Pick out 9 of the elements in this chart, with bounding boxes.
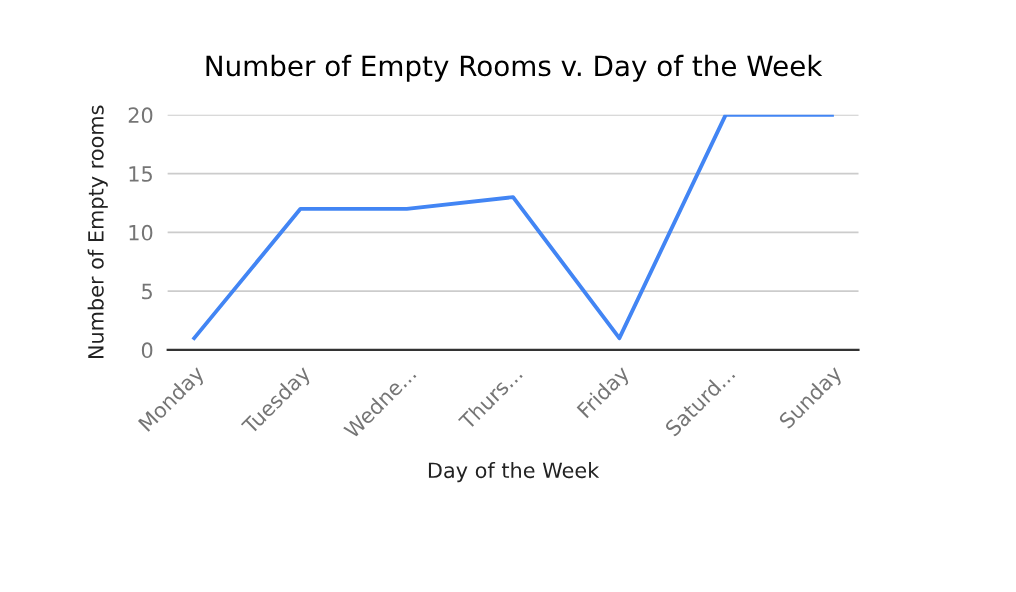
line-series — [192, 114, 834, 341]
y-axis-title: Number of Empty rooms — [87, 105, 108, 359]
y-tick-label: 0 — [141, 342, 153, 359]
y-tick-label: 5 — [142, 283, 152, 300]
y-tick-label: 10 — [129, 224, 153, 241]
x-axis-title: Day of the Week — [428, 462, 600, 483]
y-tick-label: 15 — [129, 166, 152, 182]
chart-title: Number of Empty Rooms v. Day of the Week — [206, 54, 823, 82]
y-tick-label: 20 — [128, 107, 153, 124]
